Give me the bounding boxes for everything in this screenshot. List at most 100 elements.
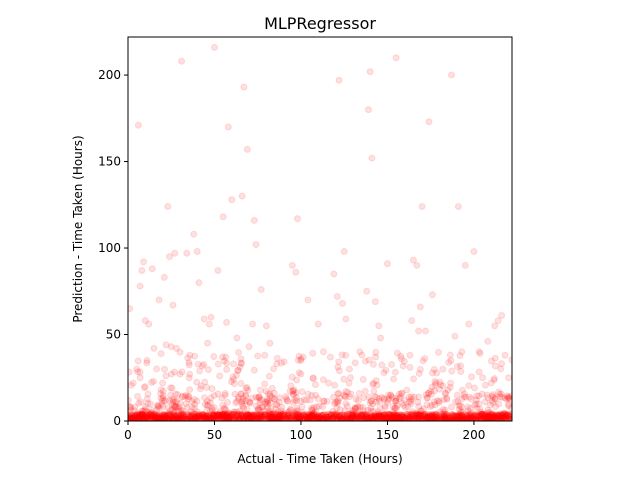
- scatter-point-dense: [196, 367, 204, 375]
- scatter-point-dense: [495, 415, 503, 421]
- scatter-point-dense: [316, 413, 324, 421]
- scatter-point: [266, 339, 274, 347]
- scatter-point-dense: [136, 411, 144, 419]
- scatter-point-dense: [416, 365, 424, 373]
- scatter-point-dense: [311, 413, 319, 421]
- scatter-point-dense: [414, 411, 422, 419]
- scatter-point-dense: [464, 411, 472, 419]
- scatter-point-dense: [277, 413, 285, 421]
- scatter-point: [216, 372, 224, 380]
- scatter-point-dense: [319, 416, 327, 421]
- scatter-point-dense: [350, 413, 358, 421]
- scatter-point-dense: [347, 374, 355, 382]
- scatter-point: [172, 344, 180, 352]
- scatter-point-dense: [371, 415, 379, 421]
- scatter-point-dense: [419, 412, 427, 420]
- scatter-point-dense: [400, 402, 408, 410]
- scatter-point: [501, 351, 509, 359]
- scatter-point-dense: [179, 407, 187, 415]
- scatter-point-dense: [432, 413, 440, 421]
- scatter-point-dense: [314, 414, 322, 421]
- scatter-point-dense: [160, 410, 168, 418]
- scatter-point: [425, 118, 433, 126]
- scatter-point-dense: [429, 413, 437, 421]
- scatter-point-dense: [433, 410, 441, 418]
- scatter-point-dense: [209, 414, 217, 421]
- scatter-point-dense: [367, 407, 375, 415]
- scatter-point-dense: [458, 411, 466, 419]
- scatter-point-dense: [271, 414, 279, 421]
- scatter-point-dense: [386, 413, 394, 421]
- scatter-point-dense: [470, 413, 478, 421]
- scatter-point-dense: [143, 412, 151, 420]
- scatter-point-dense: [490, 413, 498, 421]
- scatter-point-dense: [498, 413, 506, 421]
- scatter-point-dense: [319, 416, 327, 421]
- scatter-point-dense: [308, 416, 316, 421]
- scatter-point-dense: [309, 410, 317, 418]
- scatter-point-dense: [342, 351, 350, 359]
- scatter-point-dense: [317, 415, 325, 421]
- scatter-point-dense: [233, 397, 241, 405]
- scatter-point-dense: [504, 393, 512, 401]
- scatter-point-dense: [380, 415, 388, 421]
- scatter-point-dense: [350, 412, 358, 420]
- scatter-point-dense: [424, 416, 432, 421]
- scatter-point-dense: [155, 414, 163, 421]
- scatter-point-dense: [295, 416, 303, 421]
- scatter-point-dense: [444, 416, 452, 421]
- scatter-point-dense: [367, 413, 375, 421]
- scatter-point-dense: [455, 402, 463, 410]
- scatter-point-dense: [402, 410, 410, 418]
- scatter-point: [178, 57, 186, 65]
- scatter-point-dense: [212, 411, 220, 419]
- scatter-point-dense: [191, 413, 199, 421]
- scatter-point: [458, 348, 466, 356]
- scatter-point-dense: [159, 387, 167, 395]
- scatter-point-dense: [158, 412, 166, 420]
- scatter-point-dense: [332, 411, 340, 419]
- scatter-point: [219, 213, 227, 221]
- scatter-point-dense: [484, 406, 492, 414]
- scatter-point: [408, 317, 416, 325]
- scatter-point-dense: [253, 416, 261, 421]
- scatter-point-dense: [420, 410, 428, 418]
- scatter-point-dense: [135, 411, 143, 419]
- scatter-point-dense: [140, 412, 148, 420]
- scatter-point-dense: [507, 404, 512, 412]
- scatter-point-dense: [166, 411, 174, 419]
- scatter-point-dense: [295, 415, 303, 421]
- scatter-point-dense: [184, 395, 192, 403]
- scatter-point-dense: [203, 383, 211, 391]
- scatter-point-dense: [503, 416, 511, 421]
- scatter-point-dense: [282, 393, 290, 401]
- scatter-point-dense: [340, 375, 348, 383]
- scatter-point-dense: [467, 414, 475, 421]
- scatter-point-dense: [287, 406, 295, 414]
- scatter-point-dense: [423, 394, 431, 402]
- scatter-point-dense: [147, 415, 155, 421]
- scatter-point-dense: [192, 410, 200, 418]
- scatter-point-dense: [310, 409, 318, 417]
- scatter-point-dense: [331, 413, 339, 421]
- scatter-point-dense: [268, 394, 276, 402]
- scatter-point-dense: [128, 403, 134, 411]
- scatter-point-dense: [255, 404, 263, 412]
- scatter-point-dense: [484, 414, 492, 421]
- scatter-point-dense: [501, 412, 509, 420]
- scatter-point-dense: [406, 413, 414, 421]
- scatter-point-dense: [486, 411, 494, 419]
- scatter-point-dense: [479, 414, 487, 421]
- scatter-point-dense: [409, 411, 417, 419]
- scatter-point-dense: [463, 413, 471, 421]
- scatter-point-dense: [373, 381, 381, 389]
- scatter-point-dense: [220, 410, 228, 418]
- scatter-point-dense: [376, 413, 384, 421]
- scatter-point-dense: [182, 415, 190, 421]
- scatter-point-dense: [390, 411, 398, 419]
- scatter-point-dense: [433, 415, 441, 421]
- scatter-point-dense: [407, 400, 415, 408]
- scatter-point-dense: [237, 359, 245, 367]
- x-tick-label: 200: [462, 428, 485, 442]
- scatter-point: [133, 365, 141, 373]
